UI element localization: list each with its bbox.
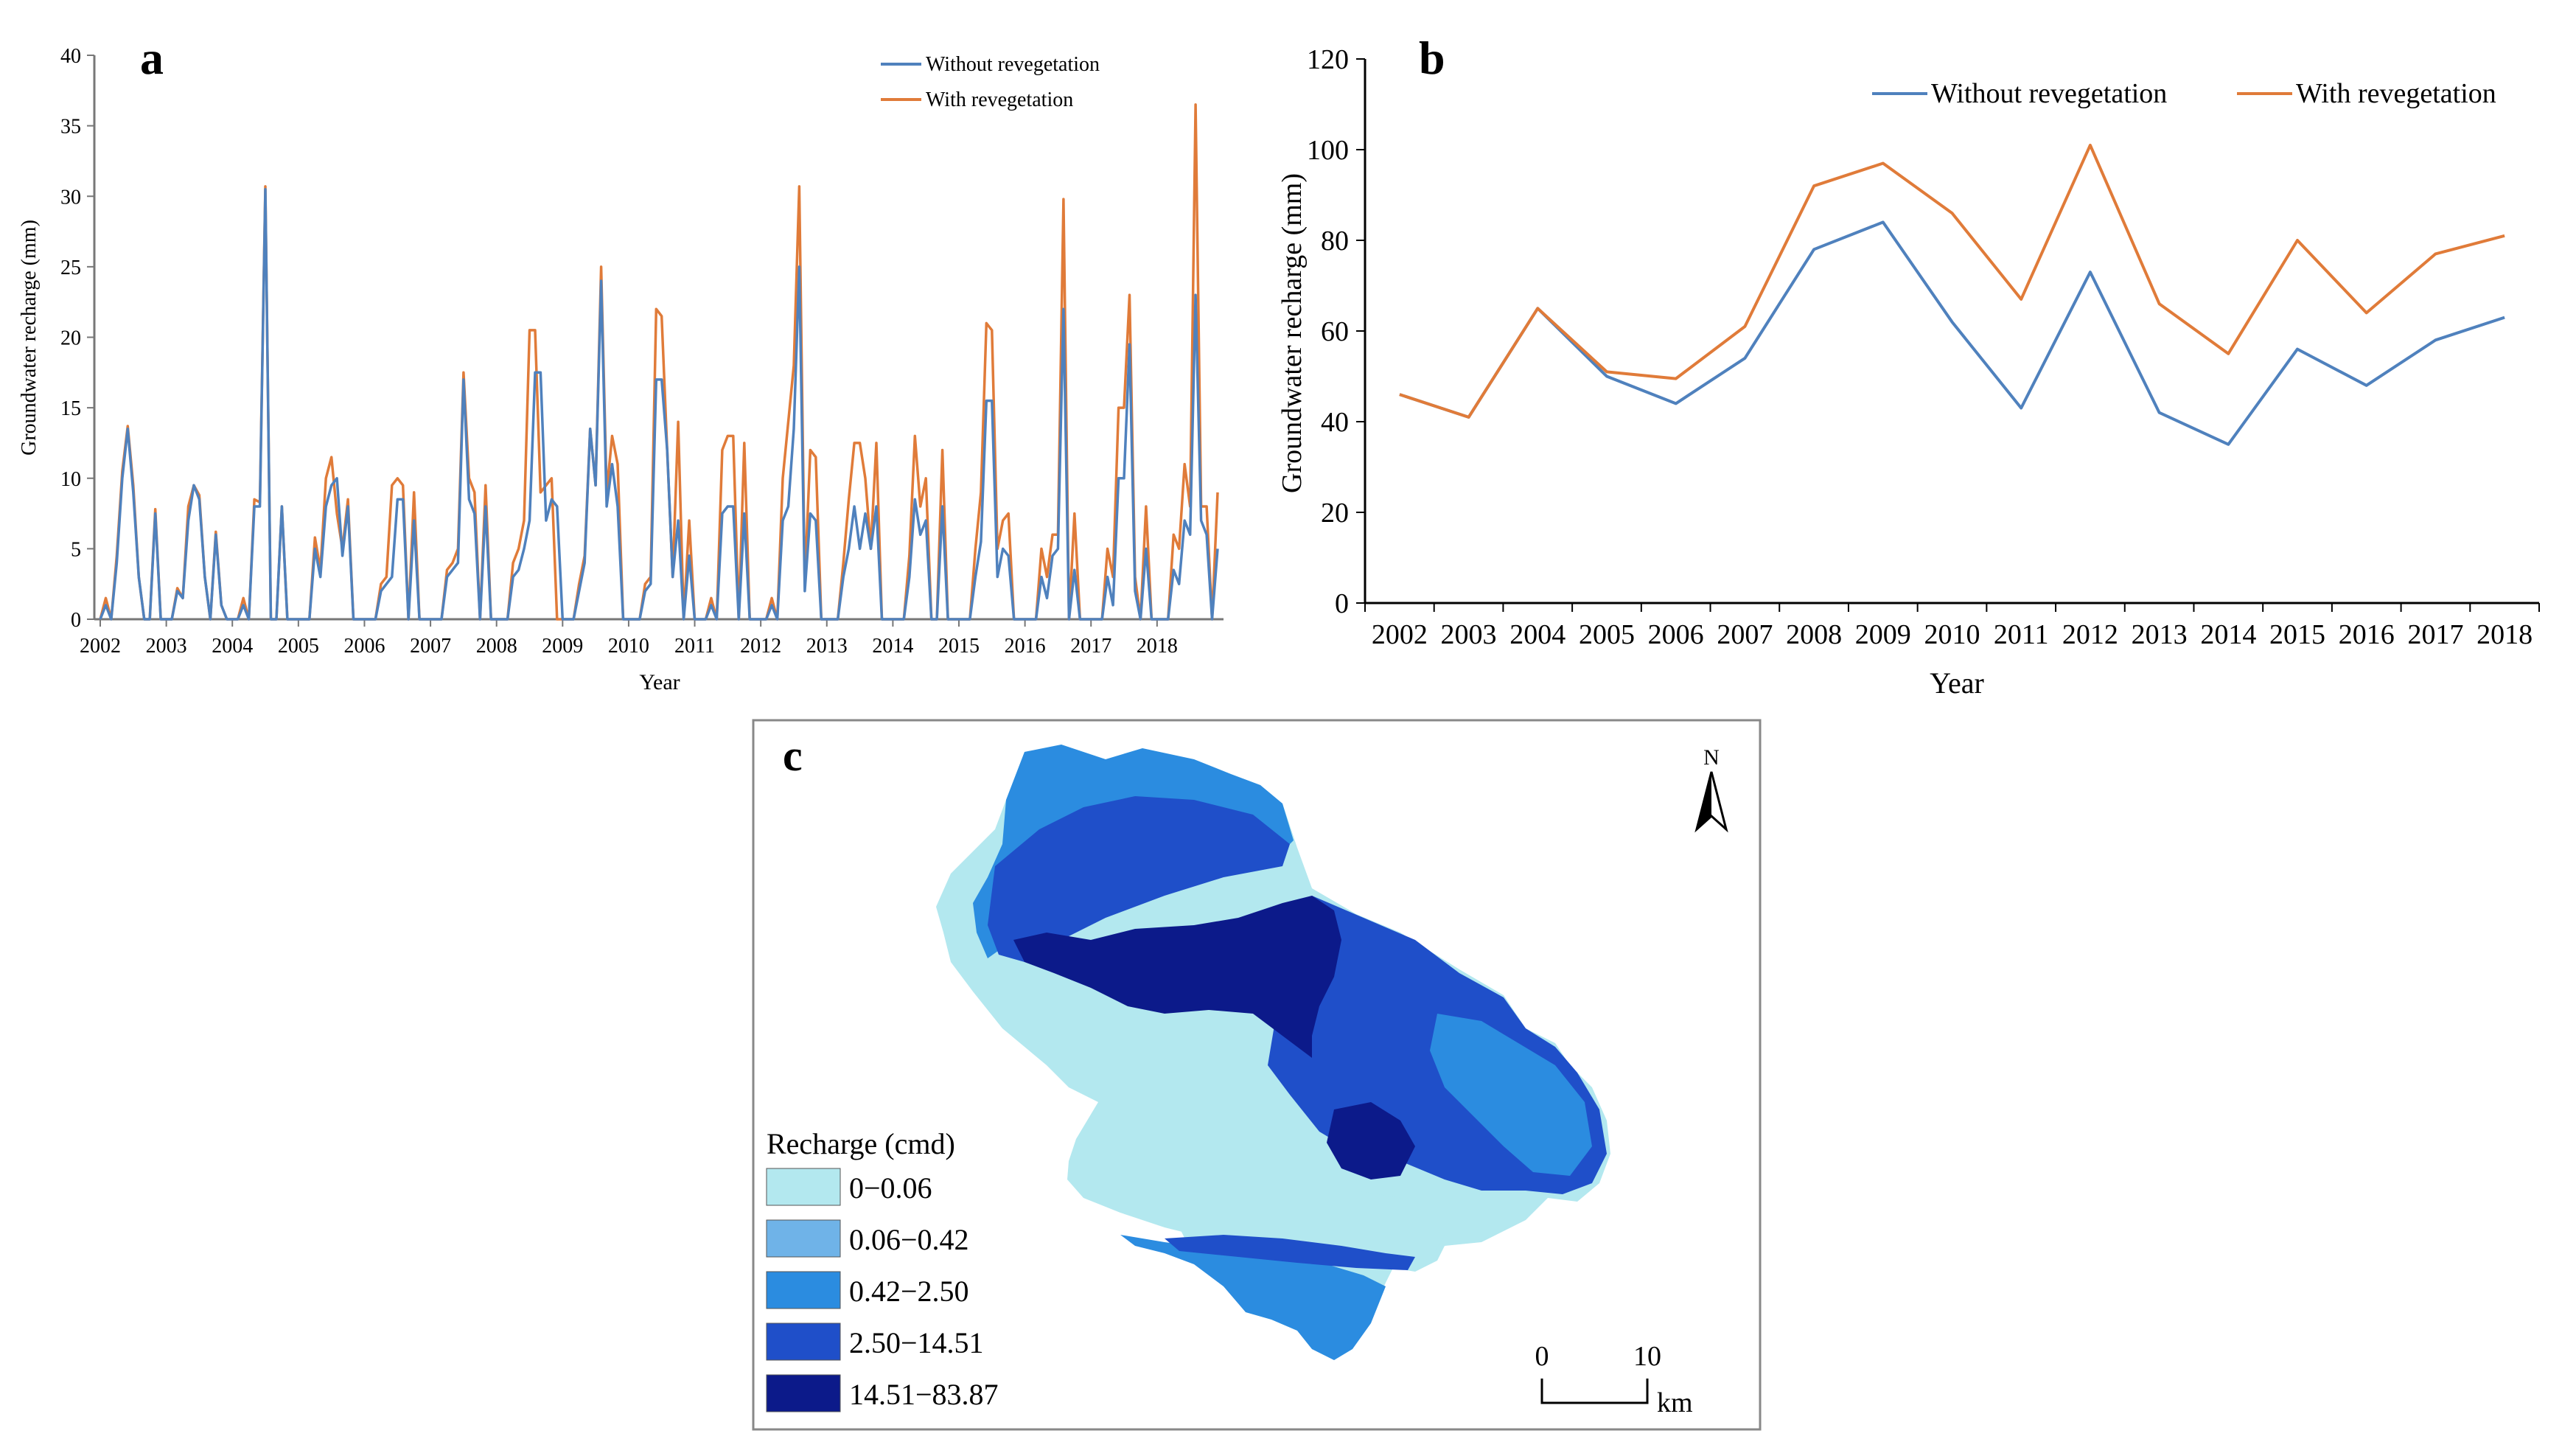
x-tick-label: 2002 <box>1372 619 1428 650</box>
series-line-without <box>1399 220 2505 446</box>
north-arrow: N <box>1694 745 1728 833</box>
chart-b: b 0 20 40 60 80 100 120 2002 2003 2004 2005 2006 20… <box>1277 32 2540 700</box>
series-line-with <box>1399 143 2505 419</box>
y-tick-label: 80 <box>1321 226 1349 257</box>
y-tick-label: 40 <box>60 45 81 68</box>
x-tick-label: 2009 <box>542 635 583 658</box>
legend-swatch-4 <box>766 1323 841 1361</box>
y-tick-label: 20 <box>1321 498 1349 529</box>
legend-label-2: 0.06−0.42 <box>849 1223 969 1256</box>
y-tick-label: 100 <box>1307 135 1349 166</box>
x-tick-label: 2012 <box>2062 619 2118 650</box>
scale-bar-line <box>1540 1379 1649 1404</box>
scale-bar: 0 10 km <box>1535 1341 1693 1418</box>
x-tick-label: 2016 <box>2339 619 2395 650</box>
x-tick-label: 2017 <box>2407 619 2463 650</box>
x-tick-label: 2013 <box>806 635 848 658</box>
y-tick-label: 40 <box>1321 407 1349 438</box>
x-tick-label: 2011 <box>1994 619 2049 650</box>
y-tick-label: 0 <box>1335 588 1349 619</box>
y-tick-label: 60 <box>1321 316 1349 347</box>
legend-swatch-3 <box>766 1271 841 1309</box>
y-tick-label: 25 <box>60 257 81 279</box>
x-tick-label: 2010 <box>1924 619 1980 650</box>
map-region-zone3-south <box>1120 1235 1386 1360</box>
x-tick-label: 2003 <box>1441 619 1497 650</box>
y-tick-label: 10 <box>60 468 81 491</box>
panel-a-letter: a <box>140 32 164 84</box>
x-tick-label: 2008 <box>1786 619 1842 650</box>
legend-swatch-1 <box>766 1168 841 1206</box>
x-tick-label: 2002 <box>80 635 121 658</box>
legend-label-with: With revegetation <box>926 88 1073 111</box>
legend-label-without: Without revegetation <box>926 53 1100 76</box>
x-tick-label: 2015 <box>938 635 980 658</box>
x-tick-label: 2004 <box>212 635 253 658</box>
y-axis-label: Groundwater recharge (mm) <box>1277 173 1308 493</box>
legend: Recharge (cmd) 0−0.06 0.06−0.42 0.42−2.5… <box>766 1127 999 1412</box>
legend-label-3: 0.42−2.50 <box>849 1275 969 1308</box>
y-tick-label: 30 <box>60 186 81 209</box>
x-tick-label: 2003 <box>146 635 187 658</box>
panel-b-letter: b <box>1419 32 1445 84</box>
map-region-zone5-east <box>1327 1102 1415 1180</box>
x-axis-label: Year <box>1930 666 1984 700</box>
chart-a: a 0 5 10 15 20 25 30 35 40 2002 2003 2004 2005 2006 2… <box>18 32 1224 694</box>
x-tick-label: 2004 <box>1509 619 1566 650</box>
x-tick-label: 2008 <box>476 635 517 658</box>
map-region-zone3-east <box>1430 1014 1592 1176</box>
y-tick-label: 35 <box>60 116 81 139</box>
map-region-zone1-south <box>1067 1154 1445 1264</box>
x-tick-label: 2012 <box>740 635 781 658</box>
x-axis-label: Year <box>639 670 680 694</box>
legend: Without revegetation With revegetation <box>1872 78 2496 109</box>
scale-label-0: 0 <box>1535 1341 1549 1372</box>
y-axis-label: Groundwater recharge (mm) <box>18 220 41 456</box>
x-tick-label: 2013 <box>2132 619 2188 650</box>
y-tick-label: 20 <box>60 327 81 350</box>
legend-swatch-2 <box>766 1219 841 1258</box>
map-region-zone4-north <box>988 796 1290 962</box>
x-tick-label: 2014 <box>2200 619 2256 650</box>
y-tick-label: 0 <box>71 609 81 632</box>
north-label: N <box>1703 745 1720 770</box>
x-tick-label: 2017 <box>1070 635 1111 658</box>
legend-label-with: With revegetation <box>2296 78 2496 109</box>
legend-label-5: 14.51−83.87 <box>849 1378 999 1411</box>
legend-label-without: Without revegetation <box>1931 78 2167 109</box>
x-tick-label: 2007 <box>1717 619 1773 650</box>
panel-c-letter: c <box>783 731 803 780</box>
y-tick-label: 120 <box>1307 44 1349 75</box>
map-c: c N Recharge (cmd) 0−0.06 0.06−0.42 0.42… <box>752 719 1762 1431</box>
y-tick-label: 15 <box>60 397 81 420</box>
x-tick-label: 2006 <box>1648 619 1704 650</box>
legend: Without revegetation With revegetation <box>881 53 1100 111</box>
x-tick-label: 2007 <box>410 635 451 658</box>
x-tick-label: 2014 <box>872 635 913 658</box>
scale-label-10: 10 <box>1633 1341 1661 1372</box>
x-tick-label: 2010 <box>608 635 649 658</box>
x-tick-label: 2005 <box>1579 619 1635 650</box>
recharge-map <box>936 745 1610 1360</box>
x-tick-label: 2018 <box>1137 635 1178 658</box>
legend-label-4: 2.50−14.51 <box>849 1326 984 1359</box>
legend-label-1: 0−0.06 <box>849 1171 932 1205</box>
x-tick-label: 2005 <box>278 635 319 658</box>
x-tick-label: 2009 <box>1855 619 1911 650</box>
x-tick-label: 2015 <box>2269 619 2325 650</box>
map-region-zone5 <box>1013 896 1341 1058</box>
x-tick-label: 2011 <box>674 635 715 658</box>
legend-swatch-5 <box>766 1374 841 1412</box>
x-tick-label: 2016 <box>1005 635 1046 658</box>
legend-title: Recharge (cmd) <box>767 1127 955 1160</box>
map-region-zone4-south <box>1165 1235 1415 1270</box>
x-tick-label: 2018 <box>2476 619 2533 650</box>
y-tick-label: 5 <box>71 538 81 561</box>
scale-unit: km <box>1657 1387 1693 1418</box>
north-arrow-fill <box>1697 772 1711 829</box>
x-tick-label: 2006 <box>343 635 385 658</box>
series-line-without <box>99 187 1219 621</box>
